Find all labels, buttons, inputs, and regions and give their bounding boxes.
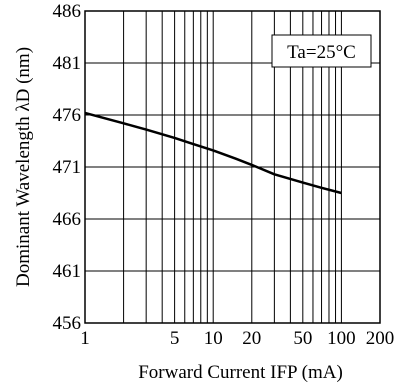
y-tick-label-456: 456 xyxy=(53,313,82,334)
tick-labels: 1 5 10 20 50 100 200 456 461 466 471 476 481 486 xyxy=(53,1,395,349)
data-series xyxy=(84,111,342,195)
series-line-0 xyxy=(84,111,342,195)
y-tick-label-476: 476 xyxy=(53,105,82,126)
x-tick-label-50: 50 xyxy=(293,328,312,349)
plot-frame xyxy=(84,10,381,324)
y-axis-label: Dominant Wavelength λD (nm) xyxy=(13,47,34,287)
annotation-box xyxy=(271,34,372,68)
x-tick-label-1: 1 xyxy=(80,328,90,349)
y-tick-label-461: 461 xyxy=(53,261,82,282)
y-tick-label-481: 481 xyxy=(53,53,82,74)
x-tick-label-5: 5 xyxy=(170,328,180,349)
annotation-temperature: Ta=25°C xyxy=(287,42,356,63)
x-tick-label-200: 200 xyxy=(366,328,395,349)
x-tick-label-20: 20 xyxy=(242,328,261,349)
x-axis-label: Forward Current IFP (mA) xyxy=(138,362,343,383)
y-tick-label-471: 471 xyxy=(53,157,82,178)
x-tick-label-10: 10 xyxy=(204,328,223,349)
y-tick-label-466: 466 xyxy=(53,209,82,230)
x-tick-label-100: 100 xyxy=(327,328,356,349)
y-tick-label-486: 486 xyxy=(53,1,82,22)
